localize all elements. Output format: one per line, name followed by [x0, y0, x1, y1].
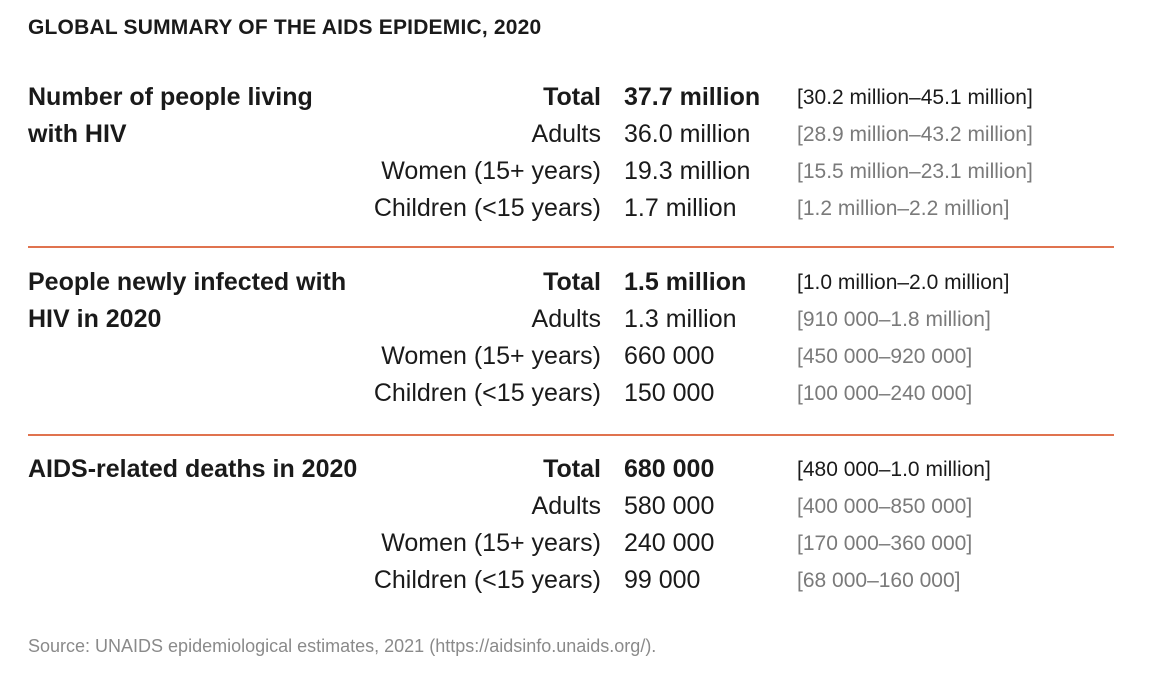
row-value: 1.5 million	[624, 268, 747, 296]
row-category: Adults	[531, 305, 601, 333]
section-divider	[28, 246, 1114, 248]
row-range: [480 000–1.0 million]	[797, 458, 991, 481]
table-row: Total 37.7 million [30.2 million–45.1 mi…	[28, 79, 1114, 116]
table-row: Adults 36.0 million [28.9 million–43.2 m…	[28, 116, 1114, 153]
row-value: 240 000	[624, 529, 715, 557]
table-row: Women (15+ years) 19.3 million [15.5 mil…	[28, 153, 1114, 190]
table-row: Adults 580 000 [400 000–850 000]	[28, 488, 1114, 525]
row-range: [30.2 million–45.1 million]	[797, 86, 1033, 109]
row-category: Women (15+ years)	[381, 529, 601, 557]
section-divider	[28, 434, 1114, 436]
section-heading: Number of people living with HIV	[28, 83, 313, 148]
row-category: Adults	[531, 120, 601, 148]
source-note: Source: UNAIDS epidemiological estimates…	[28, 636, 657, 656]
row-value: 19.3 million	[624, 157, 751, 185]
row-value: 150 000	[624, 379, 715, 407]
row-value: 580 000	[624, 492, 715, 520]
section-heading: AIDS-related deaths in 2020	[28, 455, 358, 483]
row-category: Total	[543, 268, 601, 296]
row-value: 37.7 million	[624, 83, 761, 111]
row-range: [100 000–240 000]	[797, 382, 973, 405]
row-range: [15.5 million–23.1 million]	[797, 160, 1033, 183]
table-row: Adults 1.3 million [910 000–1.8 million]	[28, 301, 1114, 338]
table-row: Children (<15 years) 1.7 million [1.2 mi…	[28, 190, 1114, 227]
table-row: Women (15+ years) 660 000 [450 000–920 0…	[28, 338, 1114, 375]
row-category: Adults	[531, 492, 601, 520]
row-range: [1.0 million–2.0 million]	[797, 271, 1010, 294]
table-row: Children (<15 years) 99 000 [68 000–160 …	[28, 562, 1114, 599]
row-value: 680 000	[624, 455, 715, 483]
row-value: 99 000	[624, 566, 701, 594]
row-range: [68 000–160 000]	[797, 569, 961, 592]
row-category: Children (<15 years)	[373, 566, 601, 594]
row-range: [170 000–360 000]	[797, 532, 973, 555]
row-range: [400 000–850 000]	[797, 495, 973, 518]
row-value: 1.3 million	[624, 305, 737, 333]
table-row: Total 1.5 million [1.0 million–2.0 milli…	[28, 264, 1114, 301]
row-range: [1.2 million–2.2 million]	[797, 197, 1010, 220]
section-heading: People newly infected with HIV in 2020	[28, 268, 347, 333]
row-range: [450 000–920 000]	[797, 345, 973, 368]
row-category: Total	[543, 83, 601, 111]
table-row: Women (15+ years) 240 000 [170 000–360 0…	[28, 525, 1114, 562]
row-value: 1.7 million	[624, 194, 737, 222]
row-value: 660 000	[624, 342, 715, 370]
row-category: Children (<15 years)	[373, 379, 601, 407]
row-category: Women (15+ years)	[381, 157, 601, 185]
row-category: Total	[543, 455, 601, 483]
page-title: GLOBAL SUMMARY OF THE AIDS EPIDEMIC, 202…	[28, 16, 542, 39]
table-row: Total 680 000 [480 000–1.0 million]	[28, 451, 1114, 488]
row-value: 36.0 million	[624, 120, 751, 148]
row-range: [910 000–1.8 million]	[797, 308, 991, 331]
row-category: Children (<15 years)	[373, 194, 601, 222]
table-row: Children (<15 years) 150 000 [100 000–24…	[28, 375, 1114, 412]
row-range: [28.9 million–43.2 million]	[797, 123, 1033, 146]
row-category: Women (15+ years)	[381, 342, 601, 370]
